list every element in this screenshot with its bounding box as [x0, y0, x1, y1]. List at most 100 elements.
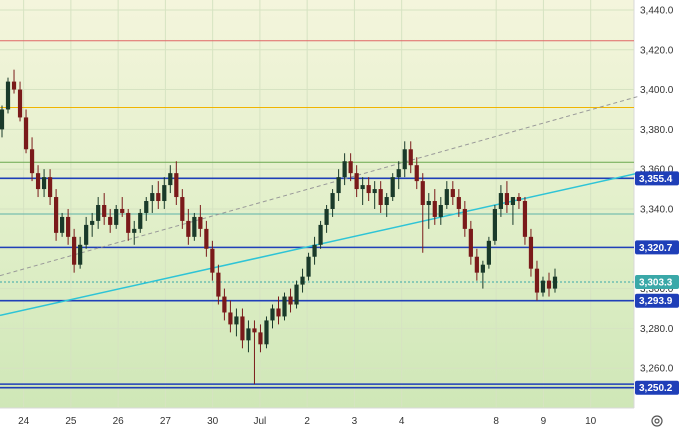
candle-body — [378, 189, 383, 205]
candle — [23, 109, 29, 154]
candle-body — [108, 216, 113, 225]
candle — [456, 189, 461, 217]
candle-body — [222, 296, 227, 313]
price-badge-label: 3,303.3 — [639, 278, 673, 289]
candle — [144, 197, 149, 221]
candle — [186, 208, 191, 245]
x-tick-label: 9 — [541, 416, 547, 427]
candle-body — [312, 244, 317, 257]
candle — [426, 193, 431, 229]
candle — [102, 193, 107, 225]
price-badge-label: 3,293.9 — [639, 296, 673, 307]
candle — [504, 181, 510, 213]
candle-body — [282, 296, 287, 317]
candle-body — [5, 81, 11, 110]
candle-body — [11, 81, 17, 90]
x-tick-label: 30 — [207, 416, 219, 427]
candle-body — [29, 149, 35, 174]
y-tick-label: 3,380.0 — [640, 125, 674, 136]
candle-body — [168, 173, 173, 186]
candle — [552, 268, 558, 293]
candle — [546, 272, 552, 297]
candle — [486, 236, 491, 269]
candle-body — [246, 328, 251, 341]
price-axis-background — [634, 0, 680, 433]
price-badge-box — [635, 293, 679, 308]
candle — [180, 189, 185, 229]
candle-body — [288, 296, 293, 305]
price-badge-label: 3,355.4 — [639, 174, 673, 185]
candle — [60, 212, 65, 237]
candle-body — [84, 224, 89, 245]
time-axis-background — [0, 408, 634, 433]
candle-body — [336, 177, 341, 194]
candle — [522, 197, 528, 245]
candle-body — [528, 236, 534, 269]
candle-body — [228, 312, 233, 325]
candle — [444, 181, 449, 209]
candle-body — [66, 216, 71, 237]
candle — [66, 208, 71, 245]
candle-body — [258, 332, 263, 345]
price-badge: 3,303.3 — [635, 275, 679, 290]
candle-body — [492, 208, 497, 241]
candle-body — [198, 216, 203, 229]
candle — [510, 197, 516, 225]
candle — [72, 228, 77, 273]
candle — [516, 193, 522, 209]
candle — [234, 308, 239, 337]
candle — [168, 165, 173, 194]
candle-body — [78, 244, 83, 265]
price-badge-label: 3,320.7 — [639, 243, 673, 254]
candle-body — [438, 204, 443, 217]
candle — [132, 220, 137, 245]
x-tick-label: 2 — [304, 416, 310, 427]
candle — [29, 137, 35, 182]
candle — [378, 181, 383, 213]
x-tick-label: 25 — [65, 416, 77, 427]
candle — [300, 268, 305, 293]
candle — [11, 69, 17, 94]
candle-body — [408, 149, 413, 166]
candle-body — [300, 276, 305, 285]
candle-body — [420, 181, 425, 205]
candle — [17, 81, 23, 122]
x-tick-label: 8 — [493, 416, 499, 427]
candle — [5, 77, 11, 114]
trend-line — [0, 96, 639, 277]
candle — [264, 316, 269, 349]
plot-background — [0, 0, 634, 408]
y-tick-label: 3,260.0 — [640, 364, 674, 375]
candle-body — [144, 201, 149, 213]
candle-body — [372, 189, 377, 194]
candle — [252, 320, 257, 385]
candle — [114, 204, 119, 229]
price-badge-box — [635, 240, 679, 255]
candle-body — [462, 208, 467, 229]
candle-body — [138, 212, 143, 229]
candle-body — [474, 256, 479, 273]
candle — [282, 292, 287, 321]
candle-body — [456, 197, 461, 209]
candle-body — [426, 201, 431, 205]
candle — [360, 177, 365, 205]
y-tick-label: 3,440.0 — [640, 5, 674, 16]
candle-body — [90, 220, 95, 225]
candle-body — [468, 228, 473, 257]
candle — [288, 288, 293, 313]
candle — [192, 212, 197, 241]
candle — [174, 161, 179, 205]
candle — [306, 252, 311, 281]
candle-body — [540, 280, 546, 293]
candle-body — [444, 189, 449, 205]
y-tick-label: 3,340.0 — [640, 204, 674, 215]
price-badge-box — [635, 380, 679, 395]
price-badge-box — [635, 171, 679, 186]
candle-body — [60, 216, 65, 233]
candle — [150, 185, 155, 213]
y-tick-label: 3,280.0 — [640, 324, 674, 335]
candle-body — [534, 268, 540, 293]
gear-icon[interactable] — [651, 415, 663, 427]
candle — [540, 276, 546, 297]
